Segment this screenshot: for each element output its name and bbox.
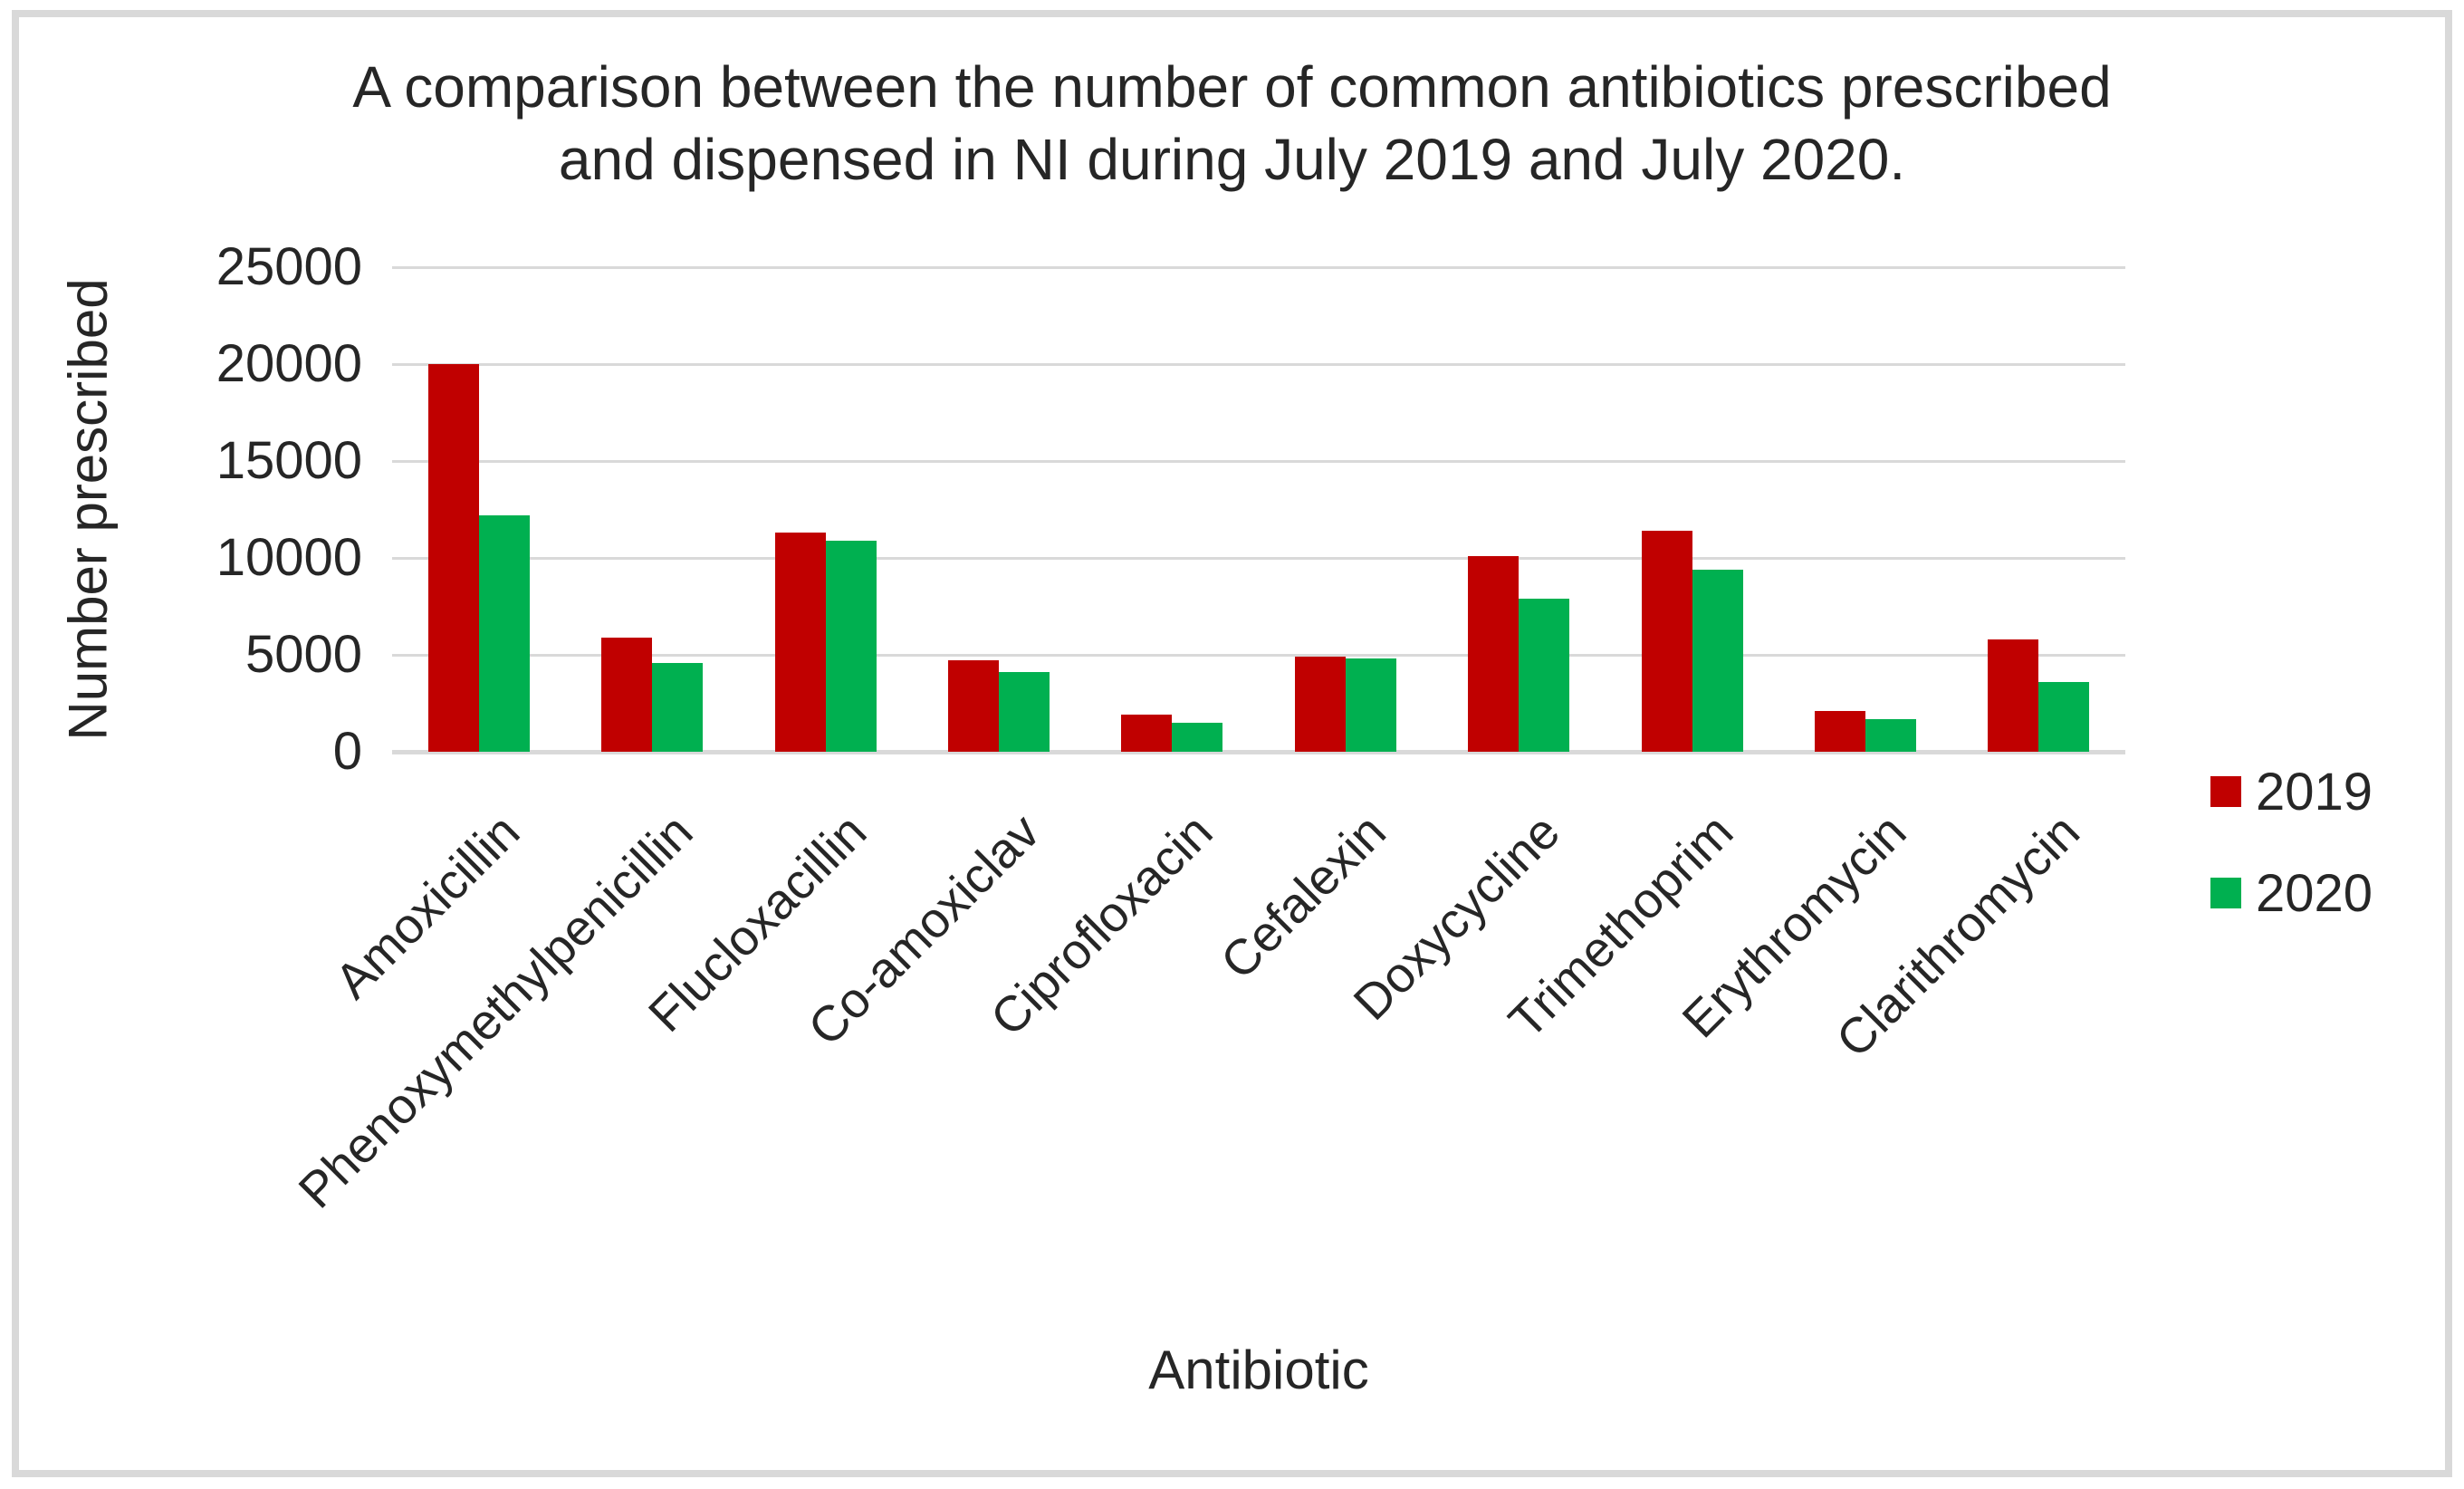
x-axis-title: Antibiotic	[1148, 1340, 1369, 1400]
bar-co-amoxiclav-2020	[998, 672, 1050, 752]
legend-label-2020: 2020	[2256, 863, 2373, 923]
bar-amoxicillin-2019	[427, 364, 479, 752]
bar-doxycycline-2019	[1468, 555, 1520, 752]
bar-group-doxycycline	[1432, 267, 1605, 752]
gridline-25000	[392, 265, 2125, 269]
bar-flucloxacillin-2020	[825, 540, 877, 752]
bar-group-erythromycin	[1778, 267, 1951, 752]
chart-title-line-1: A comparison between the number of commo…	[352, 54, 2112, 120]
bar-group-amoxicillin	[392, 267, 565, 752]
x-axis-line	[392, 750, 2125, 754]
bar-clarithromycin-2020	[2038, 681, 2090, 752]
bar-cefalexin-2020	[1345, 658, 1396, 752]
y-tick-label-20000: 20000	[216, 334, 362, 393]
bar-group-clarithromycin	[1952, 267, 2125, 752]
gridline-15000	[392, 459, 2125, 463]
y-tick-label-15000: 15000	[216, 431, 362, 490]
bar-phenoxymethylpenicillin-2020	[652, 662, 704, 752]
bar-group-ciprofloxacin	[1086, 267, 1259, 752]
bar-ciprofloxacin-2020	[1172, 722, 1223, 752]
bar-group-trimethoprim	[1606, 267, 1778, 752]
legend-item-2020: 2020	[2210, 864, 2373, 923]
chart-title: A comparison between the number of commo…	[0, 51, 2464, 196]
gridline-5000	[392, 653, 2125, 657]
bar-trimethoprim-2020	[1692, 569, 1743, 752]
y-tick-label-10000: 10000	[216, 528, 362, 587]
bar-groups	[392, 267, 2125, 752]
bar-erythromycin-2019	[1814, 711, 1865, 752]
bar-co-amoxiclav-2019	[947, 660, 999, 752]
bar-ciprofloxacin-2019	[1121, 715, 1173, 752]
bar-flucloxacillin-2019	[774, 533, 826, 752]
bar-phenoxymethylpenicillin-2019	[601, 637, 653, 752]
legend-item-2019: 2019	[2210, 763, 2373, 821]
gridline-10000	[392, 556, 2125, 560]
y-tick-label-25000: 25000	[216, 237, 362, 296]
legend-label-2019: 2019	[2256, 762, 2373, 821]
y-tick-label-5000: 5000	[244, 625, 362, 684]
plot-area	[392, 265, 2125, 754]
bar-group-cefalexin	[1259, 267, 1432, 752]
y-tick-label-0: 0	[332, 722, 362, 781]
bar-doxycycline-2020	[1519, 598, 1570, 752]
bar-clarithromycin-2019	[1988, 639, 2039, 752]
chart-title-line-2: and dispensed in NI during July 2019 and…	[558, 127, 1906, 192]
bar-group-co-amoxiclav	[912, 267, 1085, 752]
bar-erythromycin-2020	[1865, 718, 1916, 752]
bar-trimethoprim-2019	[1641, 531, 1692, 752]
bar-amoxicillin-2020	[478, 514, 530, 752]
bar-group-phenoxymethylpenicillin	[565, 267, 738, 752]
legend-swatch-2020	[2210, 878, 2241, 908]
legend-swatch-2019	[2210, 776, 2241, 807]
gridline-20000	[392, 362, 2125, 366]
bar-group-flucloxacillin	[739, 267, 912, 752]
bar-cefalexin-2019	[1294, 657, 1346, 752]
